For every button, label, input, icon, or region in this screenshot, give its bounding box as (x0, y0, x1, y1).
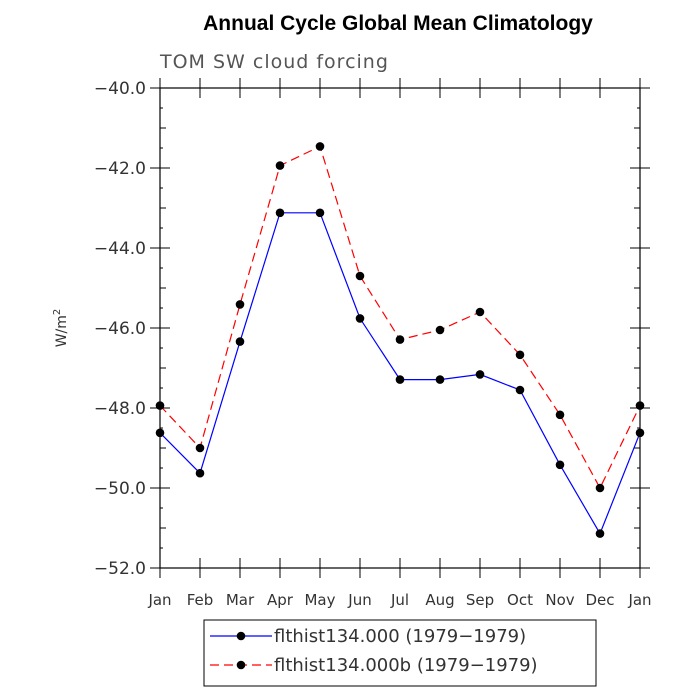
data-point (235, 300, 245, 309)
x-tick-label: Feb (187, 591, 214, 609)
series-layer (155, 142, 645, 538)
y-axis-label-text: W/m (54, 315, 70, 347)
legend-marker (236, 660, 246, 670)
data-point (395, 375, 405, 384)
x-tick-label: May (304, 591, 335, 609)
x-tick-label: Jul (390, 591, 409, 609)
data-point (595, 529, 605, 538)
x-tick-label: Aug (425, 591, 454, 609)
plot-frame (159, 87, 641, 569)
data-point (275, 208, 285, 218)
data-point (155, 401, 165, 410)
legend-label: flthist134.000b (1979−1979) (274, 655, 538, 676)
legend-label: flthist134.000 (1979−1979) (274, 626, 526, 647)
data-point (395, 335, 405, 344)
data-point (515, 350, 525, 360)
y-tick-labels: −52.0 −50.0 −48.0 −46.0 −44.0 −42.0 −40.0 (94, 79, 146, 579)
series-line (159, 212, 641, 535)
data-point (635, 401, 645, 410)
chart-subtitle: TOM SW cloud forcing (159, 51, 389, 73)
legend-items: flthist134.000 (1979−1979) flthist134.000… (210, 626, 538, 676)
data-point (435, 375, 445, 384)
data-point (355, 271, 365, 281)
x-tick-label: Nov (545, 591, 574, 609)
legend-entry: flthist134.000b (1979−1979) (210, 655, 538, 676)
legend: flthist134.000 (1979−1979) flthist134.000… (203, 619, 597, 687)
x-tick-label: Jan (627, 591, 651, 609)
y-axis-label-superscript: 2 (52, 309, 63, 315)
y-tick-label: −52.0 (94, 559, 146, 579)
data-point (475, 307, 485, 317)
y-tick-label: −42.0 (94, 159, 146, 179)
data-point (435, 325, 445, 335)
series-2 (155, 142, 645, 493)
y-tick-label: −50.0 (94, 479, 146, 499)
series-line (159, 145, 641, 490)
x-tick-label: Oct (507, 591, 533, 609)
x-tick-labels: Jan Feb Mar Apr May Jun Jul Aug Sep Oct Nov Dec Jan (147, 591, 651, 609)
x-tick-label: Sep (466, 591, 494, 609)
data-point (355, 314, 365, 323)
y-tick-label: −40.0 (94, 79, 146, 99)
legend-marker (236, 631, 246, 641)
y-tick-label: −44.0 (94, 239, 146, 259)
legend-box (203, 619, 597, 687)
data-point (315, 208, 325, 218)
x-tick-label: Apr (267, 591, 294, 609)
x-tick-label: Jun (347, 591, 371, 609)
data-point (195, 468, 205, 478)
chart-title: Annual Cycle Global Mean Climatology (203, 12, 593, 35)
data-point (475, 370, 485, 379)
y-tick-label: −48.0 (94, 399, 146, 419)
data-point (515, 385, 525, 395)
data-point (195, 443, 205, 453)
svg-text:W/m2: W/m2 (52, 309, 70, 348)
series-1 (155, 208, 645, 538)
data-point (555, 410, 565, 420)
x-tick-label: Jan (147, 591, 171, 609)
data-point (155, 428, 165, 438)
data-point (635, 428, 645, 438)
data-point (235, 337, 245, 346)
data-point (595, 483, 605, 493)
data-point (555, 460, 565, 470)
y-axis-label: W/m2 (52, 309, 70, 348)
x-tick-label: Mar (226, 591, 255, 609)
y-tick-label: −46.0 (94, 319, 146, 339)
axis-ticks (150, 78, 650, 578)
data-point (275, 161, 285, 170)
data-point (315, 142, 325, 151)
x-tick-label: Dec (585, 591, 614, 609)
legend-entry: flthist134.000 (1979−1979) (210, 626, 526, 647)
